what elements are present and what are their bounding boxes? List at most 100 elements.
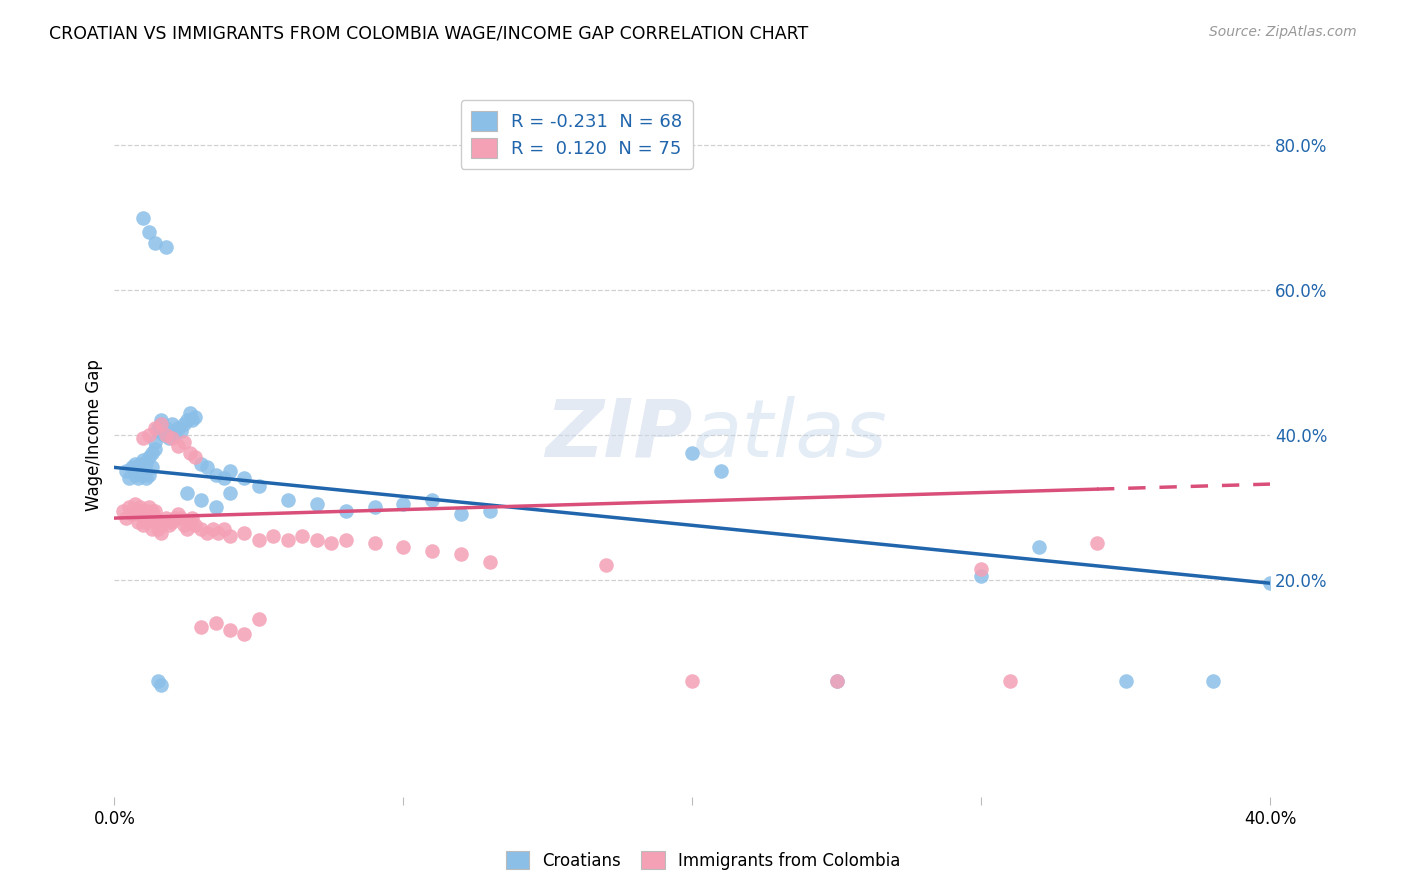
Point (157, 518, 180, 533)
Point (420, 493, 443, 508)
Point (219, 624, 242, 638)
Point (170, 511, 193, 525)
Point (155, 428, 177, 442)
Text: Source: ZipAtlas.com: Source: ZipAtlas.com (1209, 25, 1357, 39)
Point (970, 562, 993, 576)
Point (149, 525, 172, 540)
Point (146, 424, 169, 438)
Point (118, 471, 141, 485)
Point (127, 515, 149, 529)
Point (132, 518, 155, 533)
Point (155, 240, 177, 254)
Point (115, 511, 138, 525)
Point (195, 525, 218, 540)
Point (176, 485, 198, 500)
Point (392, 540, 415, 554)
Point (247, 478, 270, 492)
Point (143, 435, 166, 450)
Point (141, 446, 163, 460)
Point (152, 515, 174, 529)
Point (138, 500, 160, 515)
Point (124, 457, 146, 471)
Point (149, 417, 172, 431)
Point (176, 413, 198, 427)
Point (129, 457, 152, 471)
Point (305, 497, 328, 511)
Point (184, 518, 207, 533)
Point (141, 504, 163, 518)
Point (127, 471, 149, 485)
Point (127, 460, 149, 475)
Point (201, 522, 224, 536)
Point (173, 417, 195, 431)
Point (135, 515, 157, 529)
Point (681, 446, 703, 460)
Point (121, 460, 143, 475)
Point (146, 673, 169, 688)
Point (124, 497, 146, 511)
Point (212, 471, 235, 485)
Point (305, 533, 328, 547)
Point (129, 464, 152, 478)
Point (1260, 576, 1282, 591)
Point (138, 467, 160, 482)
Point (184, 450, 207, 464)
Point (970, 569, 993, 583)
Point (1028, 540, 1050, 554)
Point (212, 522, 235, 536)
Point (149, 677, 172, 691)
Point (149, 417, 172, 431)
Point (479, 555, 502, 569)
Point (392, 497, 415, 511)
Point (595, 558, 617, 573)
Point (173, 518, 195, 533)
Point (167, 508, 190, 522)
Point (363, 536, 385, 550)
Point (118, 500, 141, 515)
Point (143, 504, 166, 518)
Point (135, 471, 157, 485)
Point (277, 493, 299, 508)
Point (233, 627, 256, 641)
Point (181, 511, 204, 525)
Point (195, 460, 218, 475)
Point (1000, 673, 1022, 688)
Point (129, 508, 152, 522)
Point (1085, 536, 1108, 550)
Text: CROATIAN VS IMMIGRANTS FROM COLOMBIA WAGE/INCOME GAP CORRELATION CHART: CROATIAN VS IMMIGRANTS FROM COLOMBIA WAG… (49, 25, 808, 43)
Point (363, 500, 385, 515)
Point (681, 673, 703, 688)
Point (335, 504, 357, 518)
Y-axis label: Wage/Income Gap: Wage/Income Gap (86, 359, 103, 511)
Point (141, 522, 163, 536)
Point (138, 450, 160, 464)
Point (710, 464, 733, 478)
Point (207, 525, 229, 540)
Point (157, 432, 180, 446)
Point (190, 457, 212, 471)
Point (165, 428, 187, 442)
Point (135, 504, 157, 518)
Point (167, 420, 190, 434)
Point (247, 612, 270, 626)
Point (219, 529, 242, 543)
Point (450, 508, 472, 522)
Point (135, 457, 157, 471)
Point (1201, 673, 1223, 688)
Point (167, 439, 190, 453)
Point (143, 442, 166, 457)
Point (138, 225, 160, 239)
Point (149, 413, 172, 427)
Point (127, 504, 149, 518)
Point (138, 428, 160, 442)
Point (146, 515, 169, 529)
Point (204, 615, 226, 630)
Point (262, 529, 284, 543)
Point (160, 432, 183, 446)
Point (181, 413, 204, 427)
Text: ZIP: ZIP (546, 396, 692, 474)
Point (420, 543, 443, 558)
Point (825, 673, 848, 688)
Point (204, 467, 226, 482)
Text: atlas: atlas (692, 396, 887, 474)
